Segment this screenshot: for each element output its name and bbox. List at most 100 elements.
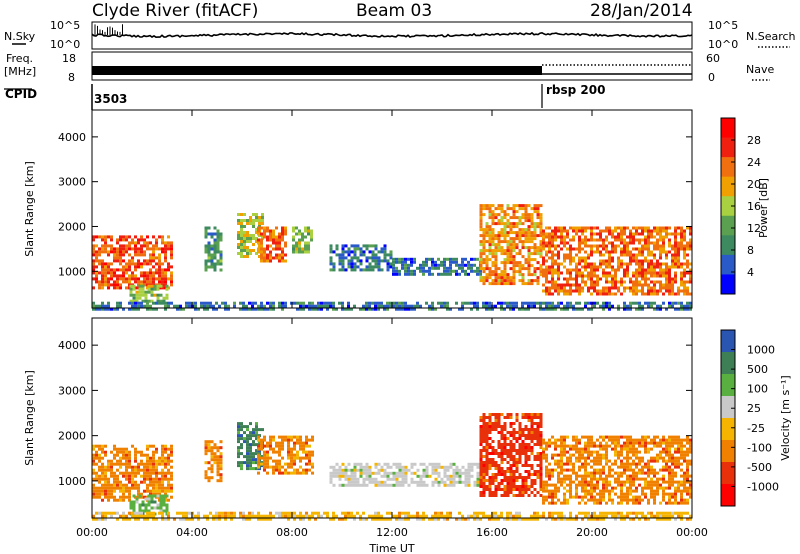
heatmap-cell [146,459,149,463]
heatmap-cell [416,474,420,478]
heatmap-cell [137,238,140,242]
heatmap-cell [150,497,154,501]
heatmap-cell [383,483,387,487]
heatmap-cell [596,492,599,496]
heatmap-cell [443,301,446,305]
heatmap-cell [281,232,284,236]
heatmap-cell [149,477,152,481]
heatmap-cell [248,307,251,311]
heatmap-cell [350,483,354,487]
heatmap-cell [237,252,240,255]
heatmap-cell [422,474,426,478]
heatmap-cell [608,262,611,266]
heatmap-cell [620,247,623,251]
heatmap-cell [632,459,635,463]
heatmap-cell [377,250,381,254]
heatmap-cell [656,480,659,484]
heatmap-cell [671,441,674,445]
heatmap-cell [240,446,243,450]
heatmap-cell [482,488,486,491]
heatmap-cell [548,307,551,311]
heatmap-cell [488,485,492,488]
heatmap-cell [506,443,510,446]
heatmap-cell [524,479,528,482]
heatmap-cell [140,271,143,275]
heatmap-cell [638,456,641,460]
heatmap-cell [518,228,522,232]
heatmap-cell [299,514,302,518]
heatmap-cell [542,498,545,502]
heatmap-cell [680,244,683,248]
heatmap-cell [479,461,483,464]
heatmap-cell [392,474,396,478]
heatmap-cell [551,489,554,493]
heatmap-cell [113,486,116,490]
heatmap-cell [608,232,611,236]
heatmap-cell [668,456,671,460]
heatmap-cell [632,483,635,487]
heatmap-cell [656,483,659,487]
heatmap-cell [479,204,483,208]
heatmap-cell [539,307,542,311]
heatmap-cell [680,277,683,281]
heatmap-cell [656,238,659,242]
heatmap-cell [98,495,101,499]
heatmap-cell [629,462,632,466]
heatmap-cell [140,280,143,284]
heatmap-cell [512,243,516,247]
heatmap-cell [122,247,125,251]
colorbar-tick-label: 8 [747,244,754,257]
heatmap-cell [545,495,548,499]
heatmap-cell [275,444,278,448]
heatmap-cell [332,250,336,254]
heatmap-cell [614,247,617,251]
heatmap-cell [329,471,333,475]
heatmap-cell [626,477,629,481]
heatmap-cell [605,250,608,254]
heatmap-cell [479,476,483,479]
heatmap-cell [167,244,170,248]
heatmap-cell [240,252,243,255]
heatmap-cell [659,453,662,457]
heatmap-cell [581,489,584,493]
heatmap-cell [356,483,360,487]
heatmap-cell [278,232,281,236]
heatmap-cell [593,283,596,287]
heatmap-cell [533,304,536,308]
heatmap-cell [207,256,211,260]
heatmap-cell [578,250,581,254]
heatmap-cell [542,453,545,457]
heatmap-cell [446,483,450,487]
heatmap-cell [632,271,635,275]
heatmap-cell [143,495,146,499]
heatmap-cell [98,489,101,493]
heatmap-cell [647,286,650,290]
heatmap-cell [107,486,110,490]
heatmap-cell [596,232,599,236]
heatmap-cell [617,480,620,484]
heatmap-cell [533,234,537,238]
heatmap-cell [569,283,572,287]
heatmap-cell [131,259,134,263]
heatmap-cell [557,283,560,287]
heatmap-cell [298,247,301,251]
heatmap-cell [116,241,119,245]
heatmap-cell [95,259,98,263]
heatmap-cell [665,444,668,448]
heatmap-cell [110,247,113,251]
heatmap-cell [488,213,492,217]
heatmap-cell [371,253,375,257]
heatmap-cell [677,247,680,251]
heatmap-cell [461,471,465,475]
heatmap-cell [665,253,668,257]
heatmap-cell [410,260,413,264]
heatmap-cell [536,249,540,253]
heatmap-cell [575,474,578,478]
heatmap-cell [295,226,298,230]
heatmap-cell [614,462,617,466]
heatmap-cell [95,492,98,496]
heatmap-cell [207,232,211,236]
heatmap-cell [392,462,396,466]
heatmap-cell [269,250,272,254]
heatmap-cell [518,458,522,461]
